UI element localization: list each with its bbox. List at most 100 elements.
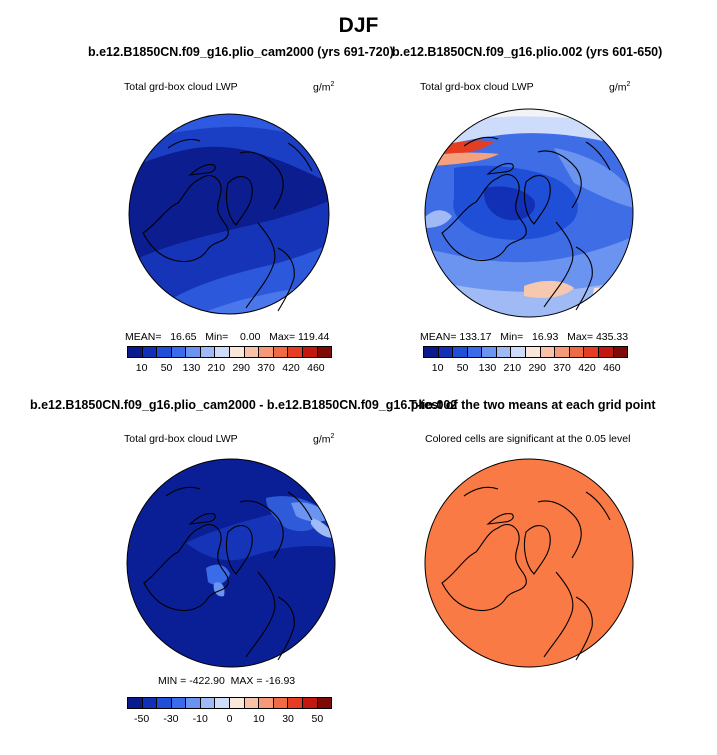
panel-3-colorbar [127, 697, 332, 709]
panel-1-variable: Total grd-box cloud LWP [124, 81, 238, 93]
panel-3-colorbar-tick-label: 0 [226, 713, 233, 725]
panel-1-title: b.e12.B1850CN.f09_g16.plio_cam2000 (yrs … [88, 45, 394, 59]
panel-4-significance-field [425, 459, 633, 667]
panel-1-colorbar-tick-label: 130 [182, 362, 201, 374]
panel-2-colorbar-swatch [555, 347, 570, 357]
panel-1-polar-map [128, 113, 330, 315]
panel-1-colorbar-swatch [157, 347, 172, 357]
panel-2-polar-map [424, 108, 634, 318]
panel-1-colorbar-ticks: 10 50 130 210 290 370 420 460 [127, 362, 332, 374]
panel-1-stats: MEAN= 16.65 Min= 0.00 Max= 119.44 [125, 331, 330, 343]
panel-1-colorbar-swatch [259, 347, 274, 357]
panel-3-colorbar-swatch [171, 698, 187, 708]
panel-3-field-base [127, 459, 335, 667]
panel-3-colorbar-tick-label: 30 [282, 713, 294, 725]
panel-3-colorbar-swatch [215, 698, 231, 708]
panel-2-colorbar-tick-label: 290 [528, 362, 546, 374]
panel-1-colorbar-swatch [215, 347, 231, 357]
panel-3-colorbar-swatch [244, 698, 260, 708]
panel-3-colorbar-swatch [302, 698, 318, 708]
panel-1-colorbar-tick-label: 370 [257, 362, 275, 374]
panel-4-title: T-test of the two means at each grid poi… [409, 398, 656, 412]
panel-2-colorbar-swatch [569, 347, 585, 357]
panel-2-colorbar-swatch [511, 347, 527, 357]
panel-3-colorbar-ticks: -50 -30 -10 0 10 30 50 [127, 713, 332, 725]
panel-2-colorbar-tick-label: 50 [456, 362, 469, 374]
panel-1-colorbar-swatch [302, 347, 318, 357]
panel-3-polar-map [126, 458, 336, 668]
panel-1-colorbar-swatch [230, 347, 245, 357]
panel-3-colorbar-swatch [273, 698, 289, 708]
panel-3-colorbar-tick-label: 50 [311, 713, 324, 725]
panel-1-colorbar-tick-label: 420 [282, 362, 300, 374]
panel-2-colorbar-swatch [424, 347, 439, 357]
panel-3-colorbar-swatch [157, 698, 172, 708]
panel-3-colorbar-swatch [186, 698, 201, 708]
panel-2-colorbar-tick-label: 460 [603, 362, 621, 374]
panel-1-coastlines [142, 138, 313, 312]
panel-2-variable: Total grd-box cloud LWP [420, 81, 534, 93]
panel-3-colorbar-swatch [317, 698, 332, 708]
panel-4-variable: Colored cells are significant at the 0.0… [425, 433, 631, 445]
panel-3-variable: Total grd-box cloud LWP [124, 433, 238, 445]
panel-2-colorbar-swatch [482, 347, 497, 357]
panel-2-colorbar-tick-label: 10 [431, 362, 444, 374]
panel-1-units: g/m2 [313, 81, 335, 94]
panel-1-colorbar-swatch [317, 347, 332, 357]
panel-3-colorbar-swatch [230, 698, 245, 708]
panel-1-colorbar-tick-label: 460 [307, 362, 325, 374]
figure-title: DJF [338, 14, 379, 37]
panel-2-colorbar-swatch [598, 347, 614, 357]
panel-3-colorbar-swatch [142, 698, 158, 708]
panel-2-units: g/m2 [609, 81, 631, 94]
panel-2-colorbar [423, 346, 628, 358]
panel-1-colorbar-swatch [142, 347, 158, 357]
panel-3-units: g/m2 [313, 433, 335, 446]
panel-2-colorbar-tick-label: 370 [553, 362, 571, 374]
panel-2-colorbar-swatch [438, 347, 454, 357]
panel-2-stats: MEAN= 133.17 Min= 16.93 Max= 435.33 [420, 331, 629, 343]
panel-1-colorbar-swatch [244, 347, 260, 357]
panel-2-colorbar-swatch [540, 347, 556, 357]
panel-2-colorbar-tick-label: 130 [478, 362, 497, 374]
panel-4-coastlines [441, 486, 611, 661]
panel-2-map-boundary [424, 108, 634, 318]
panel-1-colorbar-swatch [171, 347, 187, 357]
panel-3-colorbar-tick-label: -50 [134, 713, 150, 725]
panel-1-colorbar-swatch [273, 347, 289, 357]
panel-2-colorbar-swatch [584, 347, 599, 357]
panel-1-map-boundary [128, 113, 330, 315]
panel-1-colorbar-tick-label: 10 [135, 362, 148, 374]
panel-1-colorbar [127, 346, 332, 358]
panel-2-colorbar-tick-label: 420 [578, 362, 596, 374]
panel-2-title: b.e12.B1850CN.f09_g16.plio.002 (yrs 601-… [392, 45, 663, 59]
panel-4-map-boundary [424, 458, 634, 668]
panel-3-colorbar-swatch [259, 698, 274, 708]
panel-2-colorbar-swatch [467, 347, 483, 357]
panel-3-colorbar-swatch [128, 698, 143, 708]
panel-1-colorbar-swatch [200, 347, 216, 357]
panel-2-colorbar-swatch [453, 347, 468, 357]
panel-2-colorbar-swatch [613, 347, 628, 357]
panel-3-title: b.e12.B1850CN.f09_g16.plio_cam2000 - b.e… [30, 398, 458, 412]
panel-3-coastlines [143, 486, 313, 661]
panel-3-stats: MIN = -422.90 MAX = -16.93 [158, 675, 296, 687]
panel-2-colorbar-tick-label: 210 [503, 362, 522, 374]
panel-2-colorbar-ticks: 10 50 130 210 290 370 420 460 [423, 362, 628, 374]
panel-3-map-boundary [126, 458, 336, 668]
panel-3-colorbar-tick-label: -30 [163, 713, 179, 725]
panel-3-colorbar-tick-label: 10 [252, 713, 265, 725]
panel-3-colorbar-swatch [200, 698, 216, 708]
panel-1-colorbar-tick-label: 290 [232, 362, 250, 374]
panel-1-colorbar-swatch [128, 347, 143, 357]
panel-4-polar-map [424, 458, 634, 668]
panel-3-colorbar-tick-label: -10 [192, 713, 208, 725]
panel-2-coastlines [441, 136, 611, 311]
panel-3-colorbar-swatch [288, 698, 303, 708]
panel-1-colorbar-tick-label: 210 [207, 362, 226, 374]
panel-2-colorbar-swatch [526, 347, 541, 357]
panel-1-colorbar-swatch [186, 347, 201, 357]
panel-1-colorbar-tick-label: 50 [160, 362, 173, 374]
panel-2-colorbar-swatch [496, 347, 512, 357]
panel-1-colorbar-swatch [288, 347, 303, 357]
